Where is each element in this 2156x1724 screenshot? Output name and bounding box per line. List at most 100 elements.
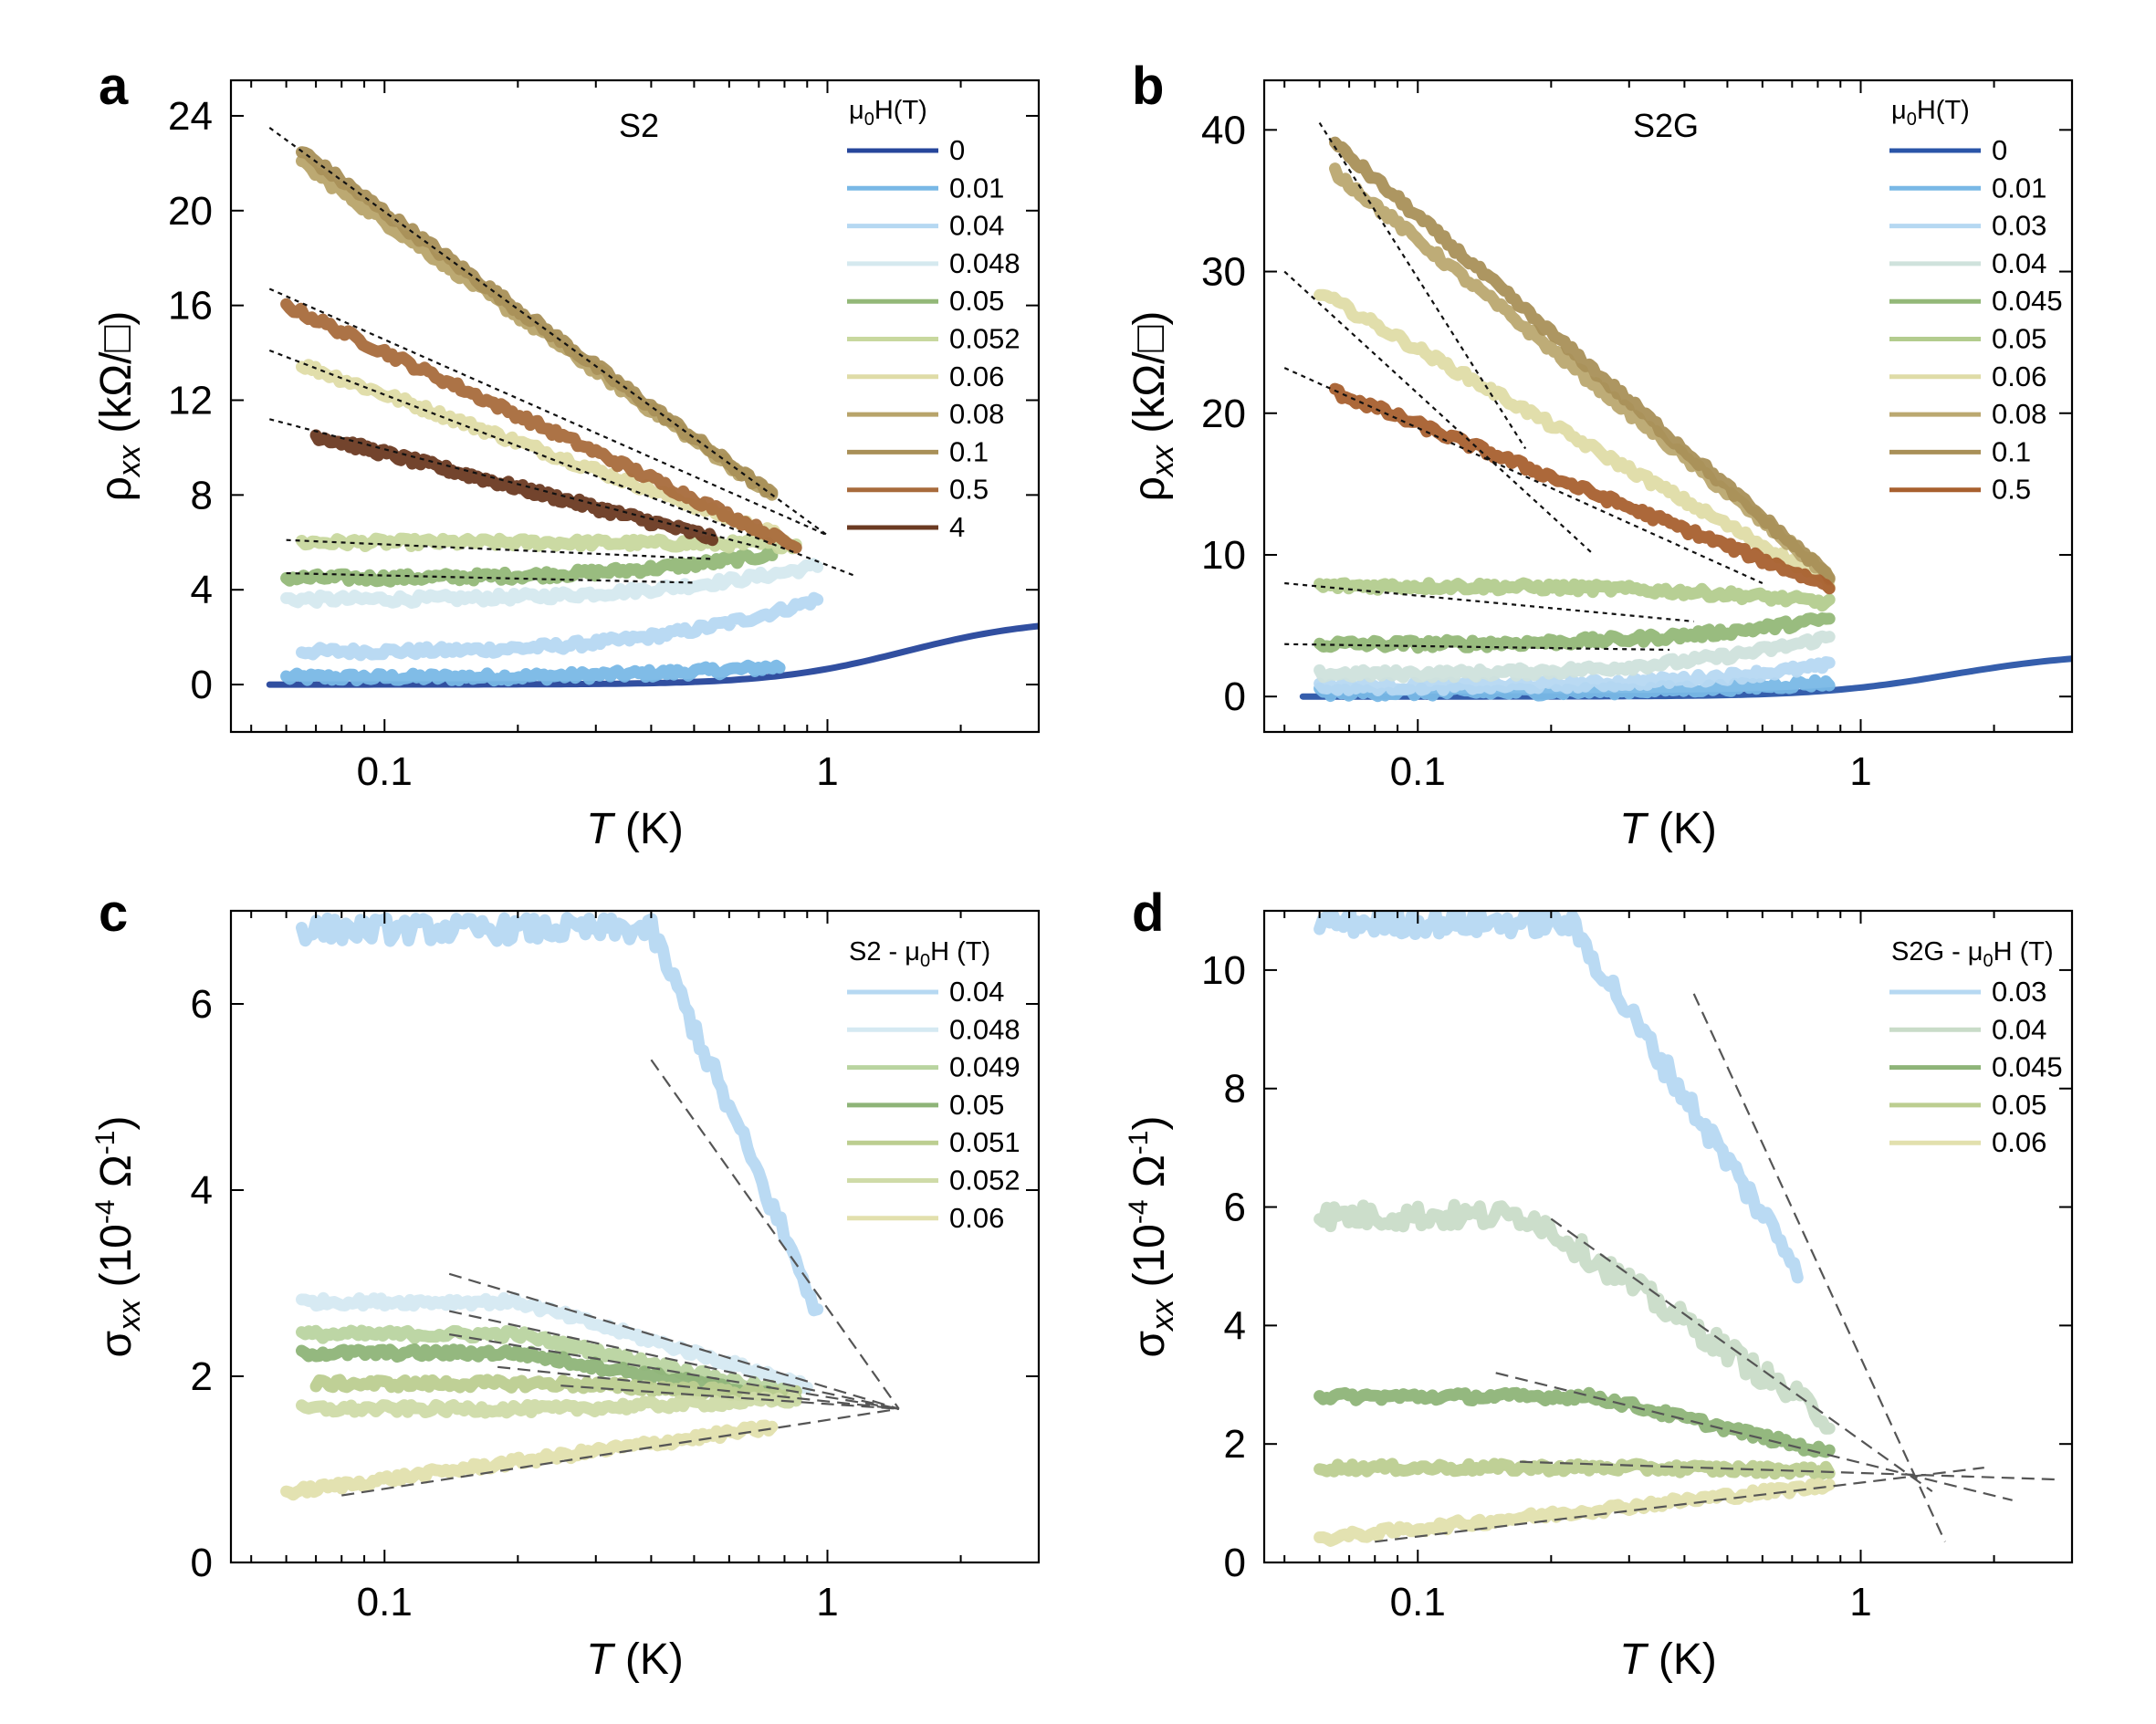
- legend-label-0.052: 0.052: [949, 1165, 1020, 1196]
- x-tick-label: 0.1: [357, 1580, 413, 1625]
- panel-b: b 0.1 1 T (K) 0 10 20 30 40 ρxx (kΩ/□) S2G μ0H(T) 0 0…: [1125, 57, 2074, 853]
- legend-label-0.06: 0.06: [1992, 1126, 2046, 1158]
- legend-label-0.03: 0.03: [1992, 210, 2046, 242]
- y-axis-title: ρxx (kΩ/□): [1125, 311, 1180, 502]
- legend-title: S2 - μ0H (T): [849, 937, 990, 971]
- x-tick-label: 1: [1849, 749, 1871, 794]
- panel-letter: d: [1132, 883, 1164, 943]
- legend-title: μ0H(T): [849, 96, 927, 130]
- legend-label-0.049: 0.049: [949, 1051, 1020, 1083]
- legend-label-0.045: 0.045: [1992, 285, 2063, 317]
- legend-label-0.045: 0.045: [1992, 1051, 2063, 1083]
- fit-line: [497, 1365, 899, 1410]
- plot-frame: [1262, 909, 2074, 1564]
- x-tick-label: 1: [816, 749, 838, 794]
- series-line-0.06: [1313, 288, 1836, 593]
- series-line-0.052: [296, 1390, 802, 1419]
- y-tick-label: 6: [191, 982, 213, 1027]
- legend-label-0.08: 0.08: [1992, 398, 2046, 430]
- legend-label-0.01: 0.01: [1992, 172, 2046, 204]
- legend-label-0.048: 0.048: [949, 247, 1020, 279]
- panel-letter: b: [1132, 57, 1164, 116]
- legend-label-0.05: 0.05: [1992, 323, 2046, 355]
- plot-frame: [1262, 78, 2074, 734]
- legend-label-0: 0: [949, 134, 965, 166]
- legend-label-0.01: 0.01: [949, 172, 1004, 204]
- legend-label-0.04: 0.04: [949, 210, 1004, 242]
- legend-label-0.08: 0.08: [949, 398, 1004, 430]
- fit-line: [1550, 1217, 1933, 1493]
- fit-line: [341, 1407, 899, 1497]
- y-tick-label: 20: [1201, 392, 1246, 436]
- fit-line: [269, 418, 759, 549]
- legend-label-0.06: 0.06: [949, 360, 1004, 392]
- y-tick-label: 10: [1201, 533, 1246, 578]
- fit-line: [1375, 1467, 1984, 1543]
- series-line-0.06: [280, 1419, 779, 1501]
- series-line-0.05: [1313, 1458, 1836, 1480]
- legend-label-0.06: 0.06: [949, 1202, 1004, 1234]
- legend-label-0.04: 0.04: [1992, 247, 2046, 279]
- series-line-0.045: [1313, 1386, 1836, 1458]
- x-axis-title: T (K): [586, 1635, 684, 1684]
- x-axis-title: T (K): [1619, 1635, 1717, 1684]
- x-tick-label: 0.1: [357, 749, 413, 794]
- legend-label-0.5: 0.5: [1992, 474, 2031, 506]
- y-tick-label: 10: [1201, 948, 1246, 993]
- y-tick-label: 40: [1201, 108, 1246, 152]
- y-tick-label: 0: [191, 1541, 213, 1585]
- y-axis-title: σxx (10-4 Ω-1): [1124, 1116, 1180, 1358]
- series-line-0.049: [296, 1324, 802, 1403]
- legend-label-0.1: 0.1: [1992, 435, 2031, 467]
- fit-line: [650, 1059, 900, 1410]
- fit-line: [1284, 643, 1669, 652]
- fit-line: [1495, 1372, 2013, 1501]
- y-tick-label: 0: [191, 663, 213, 707]
- fit-line: [286, 538, 713, 560]
- panel-d: d 0.1 1 T (K) 0 2 4 6 8 10 σxx (10-4 Ω-1) S2G - μ0H…: [1124, 883, 2074, 1684]
- x-axis-title: T (K): [586, 805, 684, 853]
- series-line-0.5: [280, 298, 802, 554]
- series-line-0.04: [296, 912, 824, 1317]
- y-tick-label: 8: [1224, 1067, 1246, 1112]
- y-axis-title: σxx (10-4 Ω-1): [90, 1116, 147, 1358]
- legend-title: μ0H(T): [1891, 96, 1970, 130]
- fit-line: [1520, 1460, 2059, 1481]
- legend-label-0.051: 0.051: [949, 1126, 1020, 1158]
- panel-letter: c: [99, 883, 128, 943]
- fit-line: [448, 1310, 900, 1410]
- fit-line: [268, 127, 829, 537]
- series-line-0.04: [296, 591, 824, 662]
- fit-line: [268, 287, 828, 537]
- series-line-0.06: [1313, 1478, 1836, 1547]
- series-line-4: [309, 429, 718, 547]
- series-line-0.04: [1313, 1198, 1836, 1435]
- legend-label-0.05: 0.05: [1992, 1089, 2046, 1121]
- legend-title: S2G - μ0H (T): [1891, 937, 2054, 971]
- fit-line: [1283, 270, 1596, 556]
- y-tick-label: 12: [168, 379, 213, 423]
- fit-line: [268, 349, 855, 577]
- series-line-0.01: [280, 659, 786, 687]
- plot-frame: [229, 909, 1041, 1564]
- y-tick-label: 2: [1224, 1422, 1246, 1467]
- plot-area: [1313, 911, 2059, 1547]
- y-tick-label: 16: [168, 284, 213, 329]
- series-line-0.051: [309, 1374, 802, 1404]
- series-line-0.03: [1313, 656, 1836, 696]
- legend-label-0.04: 0.04: [949, 976, 1004, 1008]
- fit-line: [286, 571, 695, 584]
- x-tick-label: 1: [1849, 1580, 1871, 1625]
- legend-label-0.1: 0.1: [949, 435, 989, 467]
- plot-area: [266, 127, 1039, 688]
- x-axis-title: T (K): [1619, 805, 1717, 853]
- plot-area: [280, 912, 900, 1501]
- legend-label-0.5: 0.5: [949, 474, 989, 506]
- y-axis-title: ρxx (kΩ/□): [92, 311, 147, 502]
- plot-frame: [229, 78, 1041, 734]
- x-tick-label: 1: [816, 1580, 838, 1625]
- series-line-0.03: [1313, 911, 1804, 1284]
- legend-label-0.04: 0.04: [1992, 1013, 2046, 1045]
- panel-letter: a: [99, 57, 129, 116]
